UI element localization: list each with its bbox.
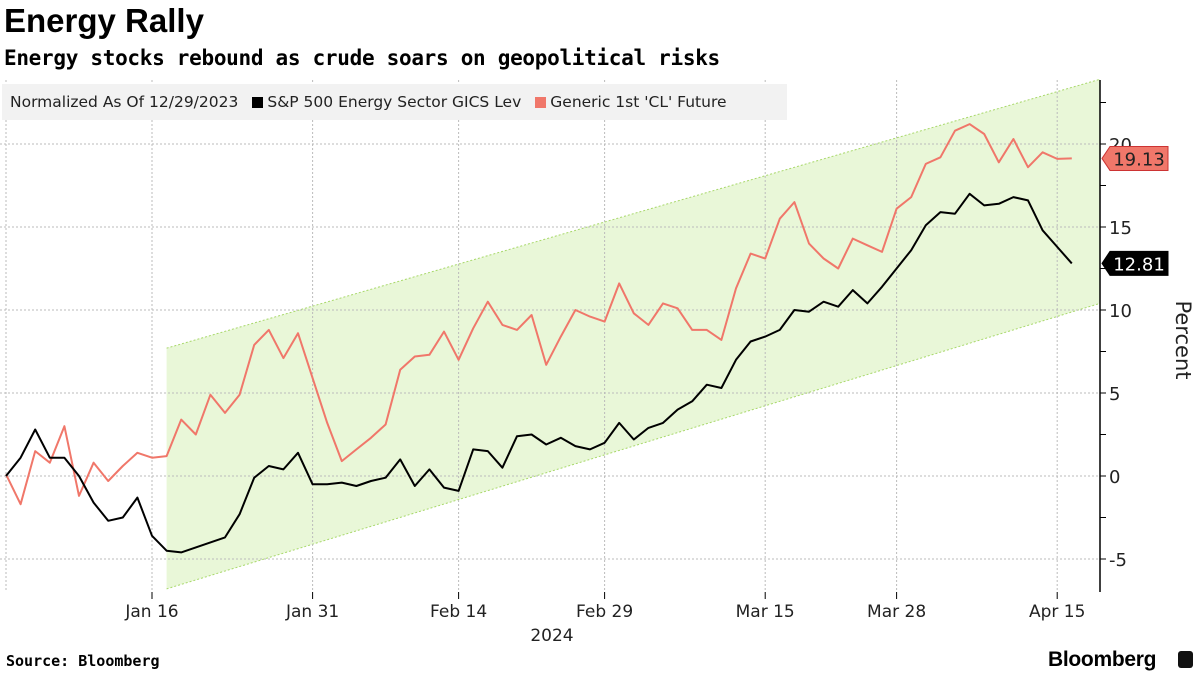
x-tick-label: Jan 16: [124, 602, 178, 622]
x-tick-label: Feb 14: [430, 602, 487, 622]
last-value-label: 12.81: [1113, 254, 1165, 275]
x-tick-label: Mar 15: [736, 602, 795, 622]
series-line-crude: [5, 123, 1072, 506]
last-value-label: 19.13: [1113, 149, 1165, 170]
chart-title: Energy Rally: [4, 2, 204, 39]
y-tick-label: 5: [1109, 384, 1120, 405]
chart-subtitle: Energy stocks rebound as crude soars on …: [4, 46, 720, 70]
channel-upper-line: [166, 78, 1101, 349]
last-value-tag-crude: [1101, 145, 1169, 171]
y-axis-label: Percent: [1171, 300, 1195, 379]
legend-item-energy: S&P 500 Energy Sector GICS Lev: [267, 93, 522, 111]
channel-lower-line: [166, 302, 1101, 590]
legend-swatch-energy: [252, 96, 264, 108]
series-line-energy: [5, 192, 1073, 554]
source-note: Source: Bloomberg: [6, 652, 160, 670]
y-tick-label: -5: [1109, 550, 1127, 571]
legend-swatch-crude: [535, 96, 547, 108]
x-tick-label: Feb 29: [576, 602, 633, 622]
bloomberg-chart-icon: [1178, 651, 1193, 668]
legend-note: Normalized As Of 12/29/2023: [10, 93, 239, 111]
legend-item-crude: Generic 1st 'CL' Future: [550, 93, 727, 111]
trend-channel: [166, 79, 1101, 589]
y-tick-label: 15: [1109, 218, 1132, 239]
y-tick-label: 0: [1109, 467, 1120, 488]
x-tick-label: Apr 15: [1029, 602, 1085, 622]
bloomberg-logo: Bloomberg: [1048, 648, 1157, 671]
y-tick-label: 10: [1109, 301, 1132, 322]
last-value-tag-energy: [1101, 250, 1169, 276]
x-axis-label: 2024: [530, 626, 573, 646]
legend: Normalized As Of 12/29/2023 S&P 500 Ener…: [2, 84, 787, 120]
x-tick-label: Mar 28: [867, 602, 926, 622]
x-tick-label: Jan 31: [285, 602, 339, 622]
